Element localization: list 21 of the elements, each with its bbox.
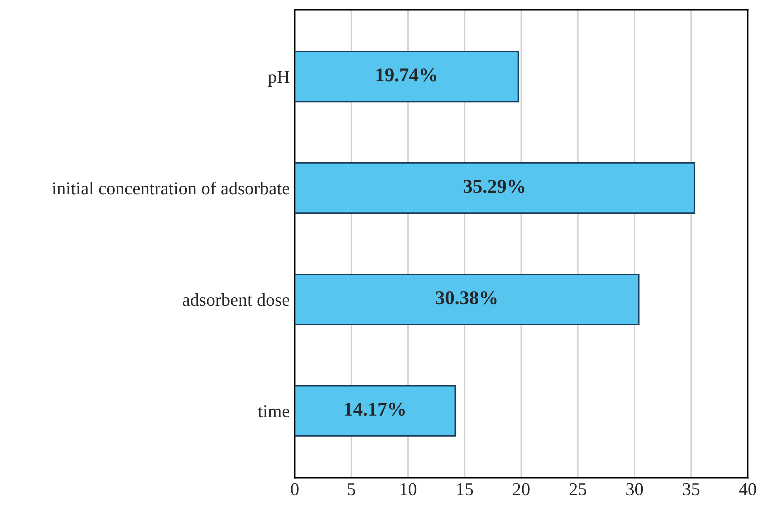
x-tick-label: 0 (291, 483, 299, 496)
bar (295, 274, 640, 326)
bar (295, 385, 456, 437)
bar (295, 162, 696, 214)
x-tick-label: 35 (683, 483, 700, 496)
data-label: 19.74% (376, 68, 437, 82)
x-tick-label: 25 (570, 483, 586, 496)
y-tick-label: initial concentration of adsorbate (52, 182, 290, 195)
x-tick-label: 20 (513, 483, 530, 496)
y-tick-label: pH (268, 71, 290, 87)
x-tick-label: 40 (739, 483, 756, 496)
x-tick-label: 30 (626, 483, 644, 496)
data-label: 35.29% (464, 180, 525, 194)
data-label: 30.38% (436, 291, 497, 305)
x-tick-label: 10 (400, 483, 417, 496)
bar (295, 51, 520, 103)
data-label: 14.17% (345, 402, 406, 416)
y-tick-label: adsorbent dose (182, 293, 290, 306)
y-tick-label: time (258, 405, 290, 418)
x-tick-label: 5 (348, 484, 356, 496)
x-tick-label: 15 (457, 483, 474, 496)
